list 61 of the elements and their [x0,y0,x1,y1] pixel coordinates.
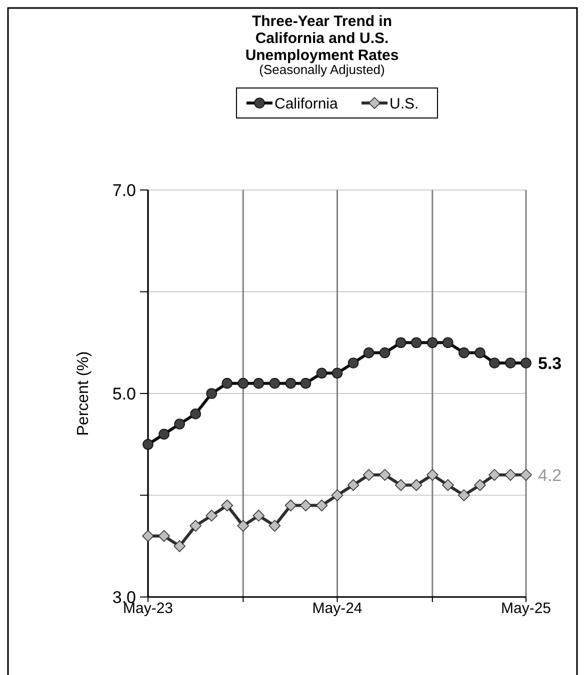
point [252,510,265,522]
point [520,358,532,368]
point [158,530,170,542]
point [300,500,312,512]
point [378,469,391,481]
point [174,540,186,552]
point [348,358,359,368]
legend-label: California [274,95,339,112]
point [410,479,422,491]
point [394,479,407,491]
point [363,347,374,358]
point [142,530,154,542]
point [331,489,344,502]
point [237,520,250,532]
point [206,388,218,399]
y-tick-label: 5.0 [112,384,136,404]
x-tick-label: May-25 [500,600,552,617]
point [269,378,280,389]
data-label: 4.2 [538,466,562,485]
point [190,408,201,420]
point [426,469,438,481]
point [285,378,296,389]
chart-title: Three-Year Trend in California and U.S. Unemployment Rates [245,13,399,64]
point [504,469,516,481]
point [253,378,264,389]
chart-subtitle: (Seasonally Adjusted) [259,62,385,77]
point [489,358,500,368]
point [442,337,454,348]
point [284,500,297,512]
point [442,479,454,491]
point [362,469,375,481]
y-axis-title: Percent (%) [75,351,92,436]
point [222,378,233,389]
point [474,479,486,491]
point [474,347,486,358]
point [316,500,328,512]
point [190,520,202,532]
point [520,469,532,481]
y-tick-label: 7.0 [112,180,136,200]
point [221,500,234,512]
point [427,337,438,348]
data-label: 5.3 [538,354,562,373]
point [488,469,500,481]
point [316,368,328,379]
point [268,520,281,532]
point [395,337,406,348]
point [458,489,470,502]
point [174,418,185,430]
point [332,368,343,379]
point [238,378,249,389]
point [206,510,218,522]
point [300,378,312,389]
point [410,337,422,348]
point [505,358,516,368]
point [458,347,470,358]
legend-label: U.S. [390,95,419,112]
point [142,438,154,450]
x-tick-label: May-24 [312,600,362,617]
point [158,428,170,440]
point [379,347,390,358]
point [347,479,360,491]
